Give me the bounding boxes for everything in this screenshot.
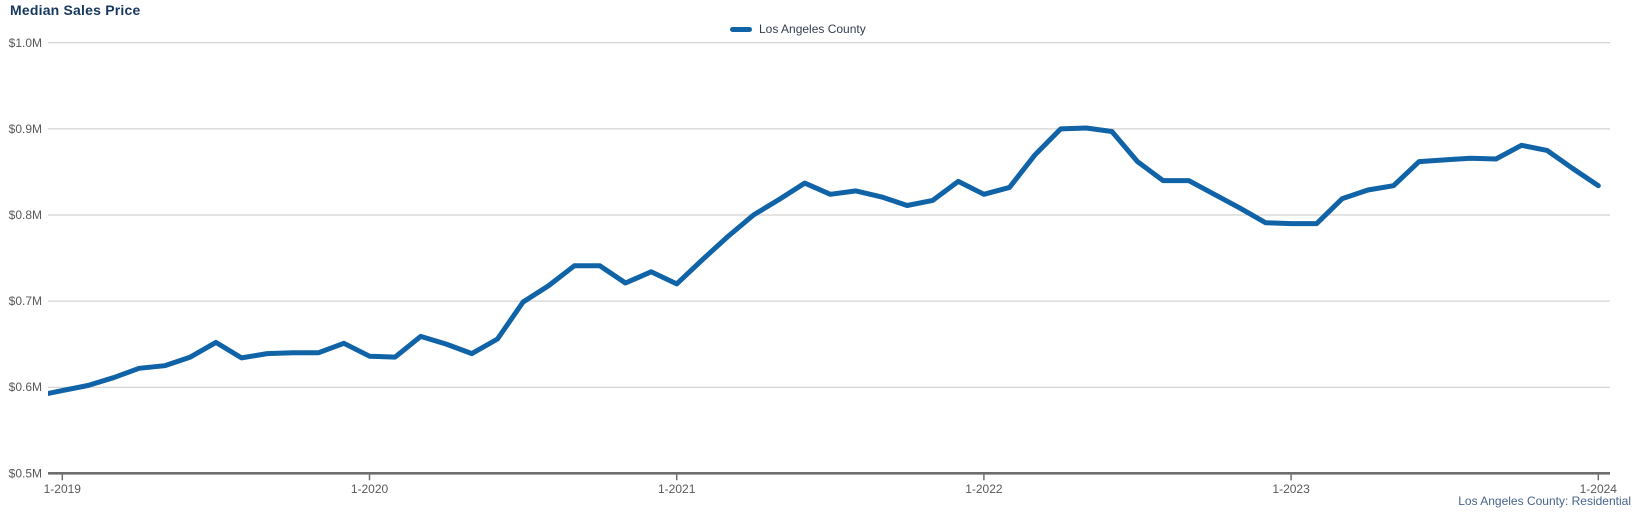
x-tick-label: 1-2020 [351, 482, 389, 496]
y-tick-label: $1.0M [9, 36, 42, 50]
legend-label: Los Angeles County [759, 22, 866, 36]
y-axis-labels: $1.0M $0.9M $0.8M $0.7M $0.6M $0.5M [9, 36, 42, 480]
x-tick-label: 1-2022 [965, 482, 1003, 496]
y-tick-label: $0.6M [9, 380, 42, 394]
chart-title: Median Sales Price [10, 2, 141, 18]
x-tick-label: 1-2021 [658, 482, 696, 496]
x-tick-label: 1-2023 [1272, 482, 1310, 496]
y-tick-label: $0.8M [9, 208, 42, 222]
x-tick-label: 1-2024 [1580, 482, 1618, 496]
y-tick-label: $0.5M [9, 466, 42, 480]
legend-line-marker [730, 26, 752, 32]
x-tick-label: 1-2019 [44, 482, 82, 496]
footer-caption: Los Angeles County: Residential [1458, 494, 1631, 508]
series-line-los-angeles-county[interactable] [37, 125, 1601, 397]
gridlines [48, 42, 1610, 388]
legend-item-los-angeles-county[interactable]: Los Angeles County [730, 22, 866, 36]
y-tick-label: $0.9M [9, 122, 42, 136]
y-tick-label: $0.7M [9, 294, 42, 308]
x-axis-ticks: 1-2019 1-2020 1-2021 1-2022 1-2023 1-2024 [44, 474, 1618, 496]
